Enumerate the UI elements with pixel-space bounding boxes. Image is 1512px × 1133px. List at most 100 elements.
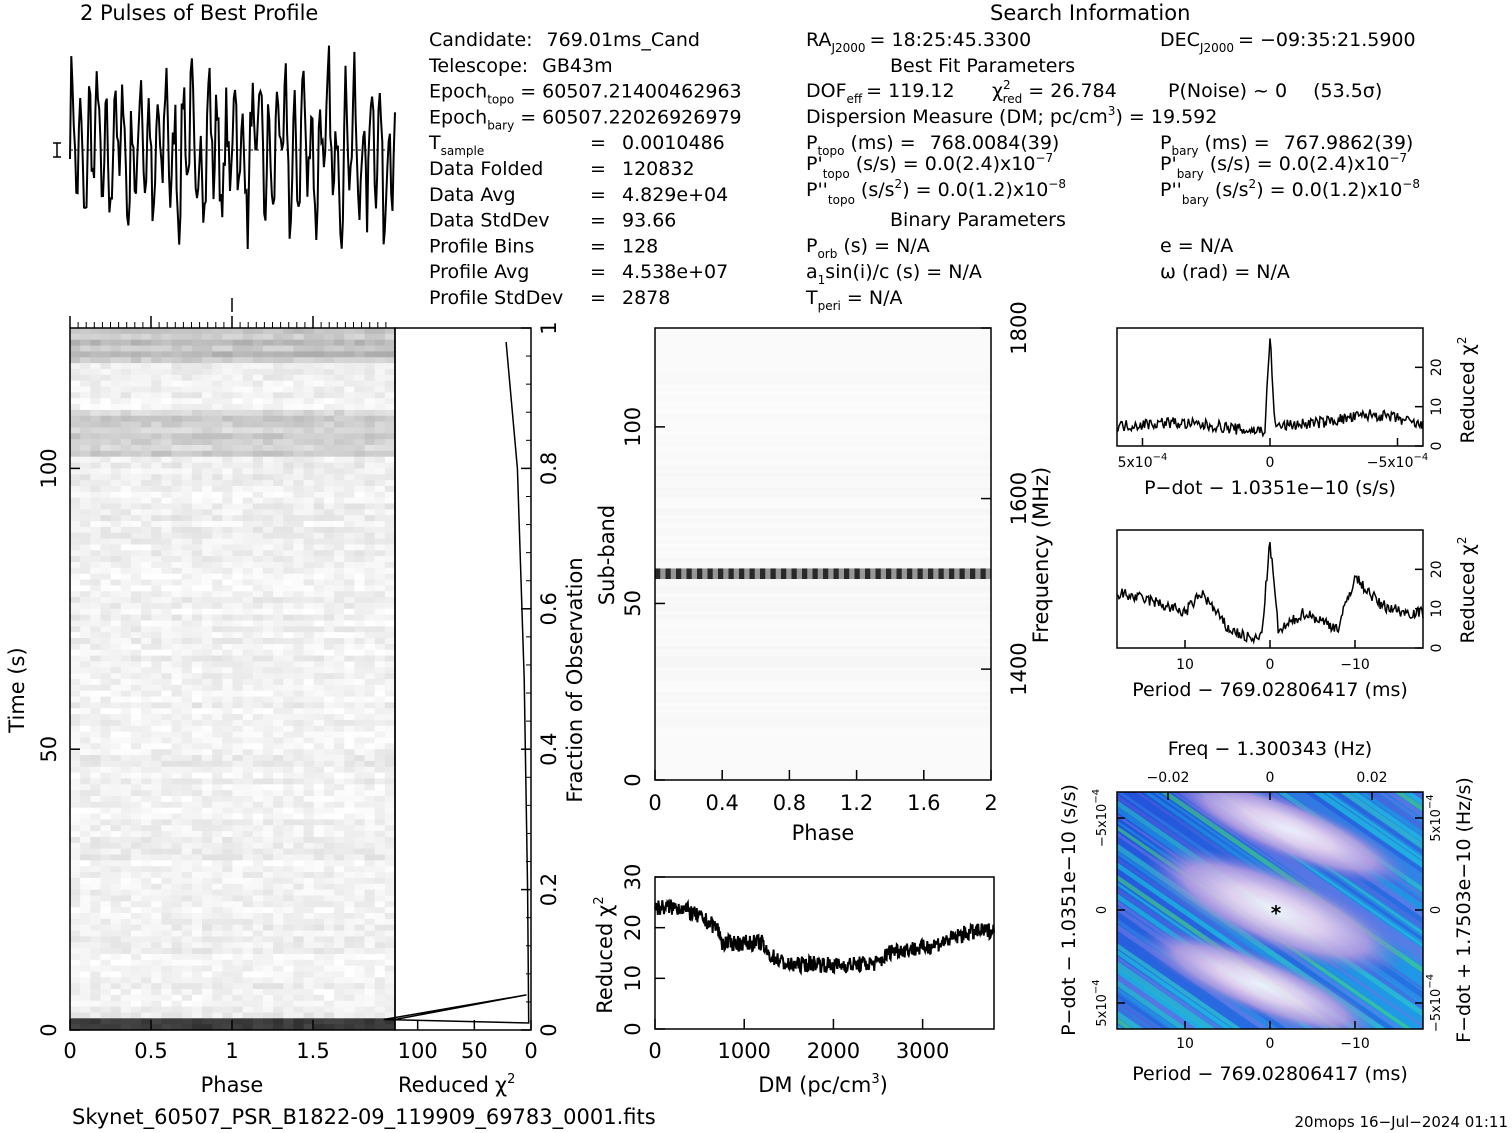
p-topo: Ptopo (ms) = 768.0084(39) xyxy=(806,132,1059,158)
eccentricity: e = N/A xyxy=(1160,235,1233,257)
fraction-tick-label: 0 xyxy=(537,1023,561,1036)
dm-tick-label: 3000 xyxy=(896,1039,949,1063)
svg-text:=: = xyxy=(590,158,606,180)
dm-tick-label: 2000 xyxy=(807,1039,860,1063)
cand-info-row: Candidate: 769.01ms_Cand xyxy=(429,29,700,51)
phase2-tick-label: 2 xyxy=(984,791,997,815)
period-chi2-line xyxy=(1116,542,1424,645)
cand-info-row: Profile StdDev xyxy=(429,287,563,309)
timestamp: 20mops 16−Jul−2024 01:11 xyxy=(1295,1113,1508,1131)
fraction-axis-label: Fraction of Observation xyxy=(563,557,587,802)
pp-pdot-tick-label: −5x10−4 xyxy=(1091,789,1110,847)
pp-freq-tick-label: −0.02 xyxy=(1147,770,1190,786)
dm-y-tick-label: 30 xyxy=(621,864,645,891)
pdot-chi2-line xyxy=(1116,338,1424,438)
pulse-profile xyxy=(53,45,396,312)
subband-tick-label: 100 xyxy=(621,407,645,447)
period-chi2-label: Reducedχ2 xyxy=(1455,537,1479,644)
cand-info-row: Data Avg xyxy=(429,184,516,206)
freq-axis-label: Freq − 1.300343 (Hz) xyxy=(1168,738,1372,760)
small-x-tick-label: −10 xyxy=(1340,657,1370,673)
cand-info-value: 4.538e+07 xyxy=(622,261,728,283)
pp-period-tick-label: 10 xyxy=(1176,1036,1194,1052)
pdot-bary: P'bary (s/s) = 0.0(2.4)x10−7 xyxy=(1160,151,1407,181)
p-bary: Pbary (ms) = 767.9862(39) xyxy=(1160,132,1413,158)
frequency-axis-label: Frequency (MHz) xyxy=(1029,467,1053,643)
small-y-tick-label: 0 xyxy=(1429,644,1445,653)
cand-info-value: 4.829e+04 xyxy=(622,184,728,206)
dm-y-tick-label: 20 xyxy=(621,914,645,941)
dm-tick-label: 0 xyxy=(648,1039,661,1063)
phase2-tick-label: 1.2 xyxy=(840,791,873,815)
cand-info-value: 93.66 xyxy=(622,210,676,232)
time-tick-label: 100 xyxy=(37,448,61,488)
subband-tick-label: 0 xyxy=(621,773,645,786)
phase-tick-label: 0.5 xyxy=(134,1039,167,1063)
search-info: RAJ2000 = 18:25:45.3300 DECJ2000 = −09:35:… xyxy=(805,29,1420,313)
porb: Porb (s) = N/A xyxy=(806,235,930,261)
cand-info-row: Profile Avg xyxy=(429,261,529,283)
svg-text:=: = xyxy=(590,287,606,309)
fraction-tick-label: 0.2 xyxy=(537,873,561,906)
dm-y-tick-label: 10 xyxy=(621,965,645,992)
redchi-tick-label: 50 xyxy=(461,1039,488,1063)
subband-plot: 0 50 100 0 0.4 0.8 1.2 1.6 2 1400 1600 1800 Sub-ban… xyxy=(595,301,1053,845)
fdot-axis-label: F−dot + 1.7503e−10 (Hz/s) xyxy=(1453,777,1475,1043)
pddot-bary: P''bary (s/s2) = 0.0(1.2)x10−8 xyxy=(1160,177,1420,207)
profile-line xyxy=(69,45,396,250)
frequency-tick-label: 1600 xyxy=(1007,472,1031,525)
period-axis-label: Period − 769.02806417 (ms) xyxy=(1132,679,1408,701)
svg-text:=: = xyxy=(590,210,606,232)
cand-info-row: Data Folded xyxy=(429,158,543,180)
small-x-tick-label: 10 xyxy=(1176,657,1194,673)
pp-period-tick-label: 0 xyxy=(1266,1036,1275,1052)
omega: ω (rad) = N/A xyxy=(1160,261,1290,283)
ppdot-best-marker: * xyxy=(1271,901,1282,925)
dec-label: DECJ2000 = −09:35:21.5900 xyxy=(1160,29,1416,55)
redchi-tick-label: 0 xyxy=(524,1039,537,1063)
phase2-tick-label: 1.6 xyxy=(907,791,940,815)
fraction-tick-label: 0.4 xyxy=(537,732,561,765)
phase-tick-label: 1.5 xyxy=(296,1039,329,1063)
fraction-tick-label: 0.8 xyxy=(537,452,561,485)
time-phase-plot: 0 50 100 0 0.5 1 1.5 Time (s) Phase xyxy=(5,316,396,1097)
ppdot-pdot-label: P−dot − 1.0351e−10 (s/s) xyxy=(1058,784,1080,1036)
pdot-topo: P'topo (s/s) = 0.0(2.4)x10−7 xyxy=(806,151,1053,181)
cand-info-value: 128 xyxy=(622,235,658,257)
svg-text:=: = xyxy=(590,235,606,257)
pp-freq-tick-label: 0.02 xyxy=(1356,770,1387,786)
chi2-label: χ2 red = 26.784 xyxy=(992,78,1117,106)
small-x-tick-label: −5x10−4 xyxy=(1367,452,1429,471)
time-tick-label: 0 xyxy=(37,1023,61,1036)
phase2-tick-label: 0 xyxy=(648,791,661,815)
time-phase-rows xyxy=(70,328,396,1031)
fraction-tick-label: 0.6 xyxy=(537,592,561,625)
subband-axis-label: Sub-band xyxy=(595,505,619,605)
cand-info-value: 120832 xyxy=(622,158,695,180)
best-fit-title: Best Fit Parameters xyxy=(890,55,1075,77)
dm-chi2-line xyxy=(654,898,995,976)
small-x-tick-label: 5x10−4 xyxy=(1118,452,1168,471)
phase2-tick-label: 0.8 xyxy=(773,791,806,815)
phase2-tick-label: 0.4 xyxy=(705,791,738,815)
redchi-axis-label: Reduced χ2 xyxy=(398,1072,515,1097)
ra-label: RAJ2000 = 18:25:45.3300 xyxy=(806,29,1031,55)
cand-info-row: Data StdDev xyxy=(429,210,550,232)
frequency-tick-label: 1400 xyxy=(1007,642,1031,695)
small-y-tick-label: 10 xyxy=(1429,398,1445,416)
fraction-tick-label: 1 xyxy=(537,321,561,334)
candidate-info: Candidate: 769.01ms_Cand Telescope: GB43m Ep… xyxy=(428,29,742,309)
small-y-tick-label: 10 xyxy=(1429,600,1445,618)
phase2-axis-label: Phase xyxy=(792,821,855,845)
dm-tick-label: 1000 xyxy=(717,1039,770,1063)
frequency-tick-label: 1800 xyxy=(1007,301,1031,354)
pp-fdot-tick-label: 0 xyxy=(1429,906,1444,914)
time-axis-label: Time (s) xyxy=(5,647,29,733)
svg-text:=: = xyxy=(590,184,606,206)
dm-plot: 0 1000 2000 3000 0 10 20 30 Reducedχ2 DM (pc/cm… xyxy=(592,864,995,1097)
phase-axis-label: Phase xyxy=(201,1073,264,1097)
ppdot-period-label: Period − 769.02806417 (ms) xyxy=(1132,1063,1408,1085)
phase-tick-label: 0 xyxy=(63,1039,76,1063)
dm-y-tick-label: 0 xyxy=(621,1022,645,1035)
